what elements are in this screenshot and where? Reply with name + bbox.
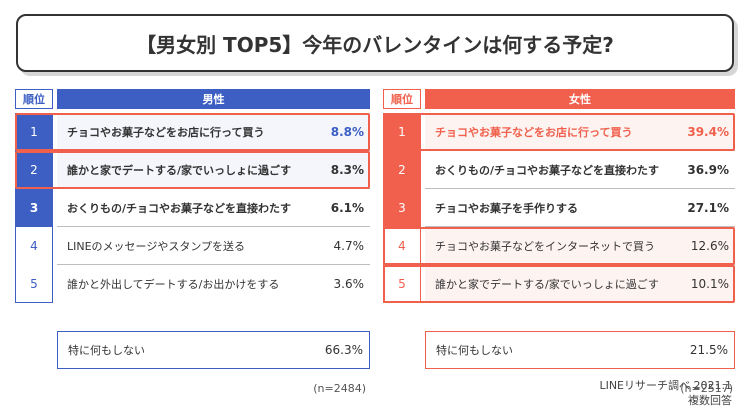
source-line: LINEリサーチ調べ 2021.1 bbox=[599, 379, 732, 392]
table-header: 順位 女性 bbox=[383, 89, 735, 109]
item-label: 誰かと外出してデートする/お出かけをする bbox=[67, 278, 280, 291]
item-value: 10.1% bbox=[690, 277, 729, 291]
table-row: 3 おくりもの/チョコやお菓子などを直接わたす 6.1% bbox=[15, 189, 370, 227]
item-value: 6.1% bbox=[330, 201, 364, 215]
item-cell: LINEのメッセージやスタンプを送る 4.7% bbox=[57, 227, 370, 265]
item-cell: おくりもの/チョコやお菓子などを直接わたす 6.1% bbox=[57, 189, 370, 227]
item-label: おくりもの/チョコやお菓子などを直接わたす bbox=[67, 202, 292, 215]
item-value: 12.6% bbox=[690, 239, 729, 253]
item-label: おくりもの/チョコやお菓子などを直接わたす bbox=[435, 164, 660, 177]
none-label: 特に何もしない bbox=[436, 344, 513, 357]
rank-cell: 4 bbox=[383, 227, 421, 265]
rank-cell: 1 bbox=[383, 113, 421, 151]
rank-cell: 5 bbox=[383, 265, 421, 303]
group-header-male: 男性 bbox=[57, 89, 370, 109]
table-row: 1 チョコやお菓子などをお店に行って買う 8.8% bbox=[15, 113, 370, 151]
rank-cell: 4 bbox=[15, 227, 53, 265]
none-row: 特に何もしない 66.3% bbox=[57, 331, 370, 369]
rank-cell: 3 bbox=[383, 189, 421, 227]
item-cell: おくりもの/チョコやお菓子などを直接わたす 36.9% bbox=[425, 151, 735, 189]
item-label: LINEのメッセージやスタンプを送る bbox=[67, 240, 246, 253]
none-label: 特に何もしない bbox=[68, 344, 145, 357]
item-label: チョコやお菓子などをお店に行って買う bbox=[67, 126, 265, 139]
item-cell: 誰かと家でデートする/家でいっしょに過ごす 10.1% bbox=[425, 265, 735, 303]
none-value: 66.3% bbox=[324, 343, 363, 357]
item-cell: チョコやお菓子などをお店に行って買う 8.8% bbox=[57, 113, 370, 151]
item-value: 36.9% bbox=[687, 163, 729, 177]
table-row: 4 チョコやお菓子などをインターネットで買う 12.6% bbox=[383, 227, 735, 265]
item-label: 誰かと家でデートする/家でいっしょに過ごす bbox=[67, 164, 292, 177]
rank-header: 順位 bbox=[15, 89, 53, 109]
item-cell: 誰かと家でデートする/家でいっしょに過ごす 8.3% bbox=[57, 151, 370, 189]
item-value: 3.6% bbox=[333, 277, 365, 291]
rank-header: 順位 bbox=[383, 89, 421, 109]
sample-size-label: (n=2517) bbox=[680, 382, 733, 395]
none-row: 特に何もしない 21.5% bbox=[425, 331, 735, 369]
female-ranking-table: 順位 女性 1 チョコやお菓子などをお店に行って買う 39.4% 2 おくりもの… bbox=[383, 89, 735, 395]
item-value: 39.4% bbox=[687, 125, 729, 139]
item-label: 誰かと家でデートする/家でいっしょに過ごす bbox=[435, 278, 659, 291]
table-row: 5 誰かと外出してデートする/お出かけをする 3.6% bbox=[15, 265, 370, 303]
rank-cell: 5 bbox=[15, 265, 53, 303]
table-header: 順位 男性 bbox=[15, 89, 370, 109]
item-value: 27.1% bbox=[687, 201, 729, 215]
note-line: 複数回答 bbox=[688, 394, 732, 407]
rank-cell: 1 bbox=[15, 113, 53, 151]
item-cell: チョコやお菓子などをお店に行って買う 39.4% bbox=[425, 113, 735, 151]
table-rows: 1 チョコやお菓子などをお店に行って買う 8.8% 2 誰かと家でデートする/家… bbox=[15, 113, 370, 303]
item-label: チョコやお菓子などをインターネットで買う bbox=[435, 240, 655, 253]
male-ranking-table: 順位 男性 1 チョコやお菓子などをお店に行って買う 8.8% 2 誰かと家でデ… bbox=[15, 89, 370, 395]
table-row: 4 LINEのメッセージやスタンプを送る 4.7% bbox=[15, 227, 370, 265]
rank-cell: 2 bbox=[383, 151, 421, 189]
group-header-female: 女性 bbox=[425, 89, 735, 109]
table-row: 2 誰かと家でデートする/家でいっしょに過ごす 8.3% bbox=[15, 151, 370, 189]
item-cell: 誰かと外出してデートする/お出かけをする 3.6% bbox=[57, 265, 370, 303]
item-label: チョコやお菓子を手作りする bbox=[435, 202, 578, 215]
item-value: 8.3% bbox=[330, 163, 364, 177]
item-value: 4.7% bbox=[333, 239, 365, 253]
table-row: 5 誰かと家でデートする/家でいっしょに過ごす 10.1% bbox=[383, 265, 735, 303]
page-title: 【男女別 TOP5】今年のバレンタインは何する予定? bbox=[16, 14, 734, 72]
item-value: 8.8% bbox=[330, 125, 364, 139]
source-note: LINEリサーチ調べ 2021.1 複数回答 bbox=[599, 378, 732, 408]
item-label: チョコやお菓子などをお店に行って買う bbox=[435, 126, 633, 139]
item-cell: チョコやお菓子を手作りする 27.1% bbox=[425, 189, 735, 227]
table-row: 3 チョコやお菓子を手作りする 27.1% bbox=[383, 189, 735, 227]
table-rows: 1 チョコやお菓子などをお店に行って買う 39.4% 2 おくりもの/チョコやお… bbox=[383, 113, 735, 303]
sample-size-label: (n=2484) bbox=[313, 382, 366, 395]
table-row: 1 チョコやお菓子などをお店に行って買う 39.4% bbox=[383, 113, 735, 151]
rank-cell: 2 bbox=[15, 151, 53, 189]
item-cell: チョコやお菓子などをインターネットで買う 12.6% bbox=[425, 227, 735, 265]
table-row: 2 おくりもの/チョコやお菓子などを直接わたす 36.9% bbox=[383, 151, 735, 189]
none-value: 21.5% bbox=[689, 343, 728, 357]
rank-cell: 3 bbox=[15, 189, 53, 227]
